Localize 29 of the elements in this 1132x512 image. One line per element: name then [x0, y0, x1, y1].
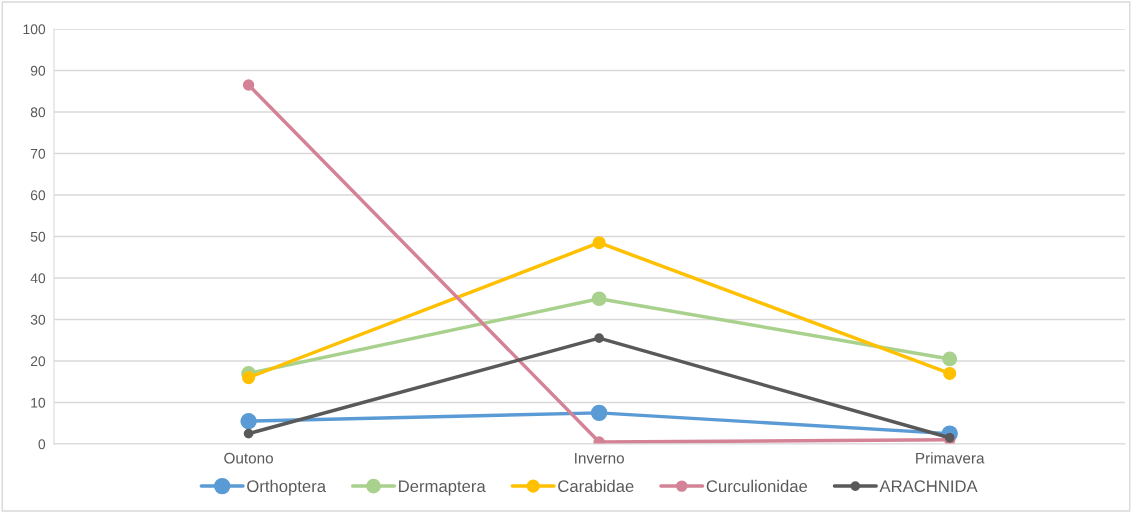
y-tick-label: 50	[30, 231, 46, 242]
legend-label: Carabidae	[558, 479, 634, 493]
x-tick-label: Primavera	[916, 452, 985, 464]
y-tick-label: 30	[30, 314, 46, 325]
point	[590, 404, 608, 422]
y-tick-label: 10	[31, 397, 46, 408]
x-tick-label: Inverno	[575, 452, 624, 464]
legend-label: ARACHNIDA	[879, 480, 978, 493]
y-tick-label: 40	[30, 273, 46, 284]
y-tick-label: 60	[30, 190, 46, 201]
point	[592, 236, 606, 250]
y-tick-label: 70	[30, 148, 46, 159]
point	[943, 366, 957, 380]
legend-label: Curculionidae	[706, 479, 808, 493]
y-tick-label: 90	[30, 65, 46, 76]
point	[243, 428, 254, 439]
legend-label: Orthoptera	[247, 479, 327, 496]
x-tick-label: Outono	[224, 452, 273, 464]
y-tick-label: 80	[30, 107, 46, 118]
point	[591, 291, 607, 307]
y-tick-label: 100	[23, 24, 46, 35]
y-tick-label: 20	[30, 356, 46, 367]
point	[242, 79, 255, 91]
point	[942, 351, 958, 367]
legend-label: Dermaptera	[399, 480, 486, 496]
point	[240, 412, 257, 430]
y-tick-label: 0	[38, 439, 46, 450]
point	[594, 333, 605, 344]
point	[242, 371, 256, 385]
